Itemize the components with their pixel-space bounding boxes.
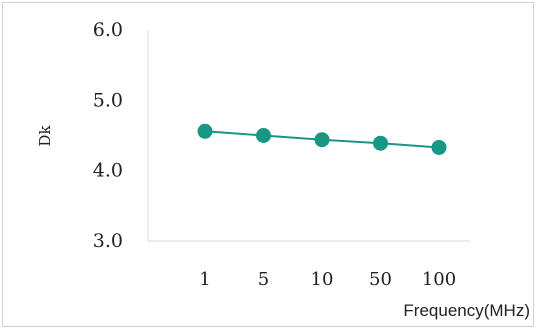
x-axis: 1 5 10 50 100 bbox=[148, 240, 470, 290]
x-tick-label: 100 bbox=[422, 269, 456, 290]
x-axis-title: Frequency(MHz) bbox=[403, 301, 530, 320]
data-point bbox=[373, 135, 388, 151]
x-tick-label: 10 bbox=[311, 269, 334, 290]
y-tick-label: 6.0 bbox=[93, 19, 123, 41]
data-point bbox=[197, 123, 213, 139]
data-point bbox=[431, 139, 447, 155]
chart-frame bbox=[2, 2, 534, 327]
x-tick-label: 1 bbox=[199, 269, 210, 290]
data-point bbox=[314, 132, 330, 148]
y-axis-title: Dk bbox=[36, 125, 54, 147]
y-axis: 6.0 5.0 4.0 3.0 bbox=[93, 19, 149, 252]
x-tick-label: 50 bbox=[369, 269, 392, 290]
y-tick-label: 3.0 bbox=[93, 230, 123, 252]
y-tick-label: 5.0 bbox=[93, 89, 123, 111]
series-group bbox=[197, 123, 447, 155]
x-tick-label: 5 bbox=[258, 269, 269, 290]
y-tick-label: 4.0 bbox=[93, 160, 123, 182]
data-point bbox=[256, 128, 271, 143]
